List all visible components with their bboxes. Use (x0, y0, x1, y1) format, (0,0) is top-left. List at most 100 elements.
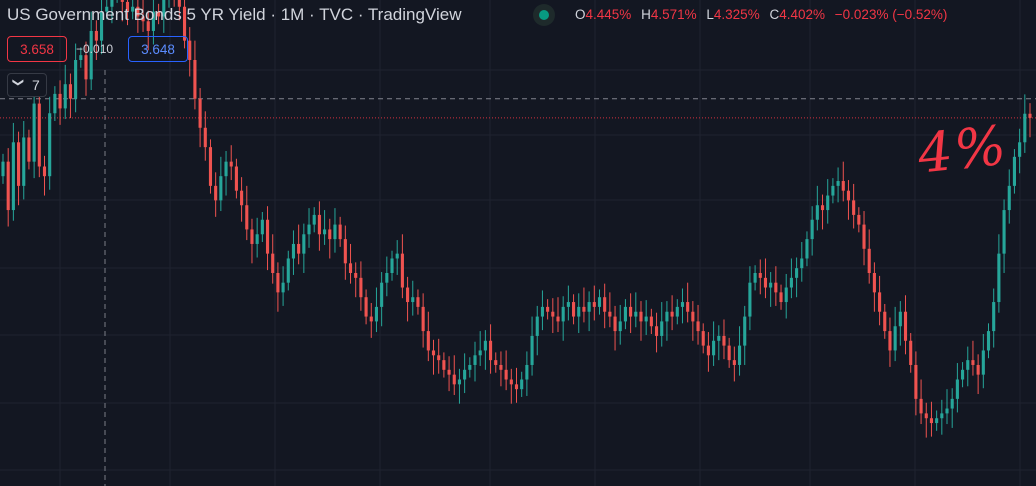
candle[interactable] (929, 401, 934, 437)
candle[interactable] (909, 333, 913, 373)
candle[interactable] (271, 234, 275, 284)
candle[interactable] (136, 0, 140, 33)
candle[interactable] (348, 243, 353, 284)
candle[interactable] (442, 352, 446, 378)
candle[interactable] (177, 0, 181, 21)
candle[interactable] (359, 261, 363, 311)
candle[interactable] (162, 0, 166, 33)
candle[interactable] (857, 207, 861, 233)
candle[interactable] (468, 357, 472, 378)
candle[interactable] (333, 208, 337, 253)
candle[interactable] (976, 354, 980, 395)
candle[interactable] (317, 201, 321, 251)
candle[interactable] (629, 293, 633, 334)
candle[interactable] (800, 242, 804, 282)
candle[interactable] (390, 250, 394, 281)
candle[interactable] (105, 0, 109, 20)
candle[interactable] (680, 288, 685, 324)
candle[interactable] (603, 283, 607, 329)
candle[interactable] (182, 0, 187, 49)
candle[interactable] (535, 305, 539, 356)
candle[interactable] (815, 185, 819, 231)
candle[interactable] (94, 20, 98, 60)
candle[interactable] (463, 353, 467, 394)
candle[interactable] (1023, 94, 1027, 153)
candle[interactable] (670, 295, 674, 331)
candle[interactable] (141, 0, 145, 32)
buy-button[interactable]: 3.648 (128, 36, 188, 62)
candle[interactable] (374, 287, 379, 333)
candle[interactable] (291, 230, 296, 275)
candle[interactable] (686, 282, 690, 323)
candle[interactable] (597, 289, 602, 315)
candle[interactable] (27, 129, 31, 170)
candle[interactable] (17, 131, 21, 206)
candle[interactable] (852, 183, 856, 229)
candle[interactable] (940, 399, 944, 435)
candle[interactable] (494, 352, 498, 373)
candle[interactable] (198, 88, 202, 148)
candle[interactable] (307, 208, 311, 248)
candle[interactable] (131, 0, 135, 20)
candle[interactable] (157, 3, 161, 25)
candle[interactable] (1012, 149, 1016, 194)
candle[interactable] (478, 331, 482, 366)
candle[interactable] (758, 259, 762, 295)
candle[interactable] (260, 212, 264, 243)
candle[interactable] (981, 333, 985, 389)
candle[interactable] (343, 225, 347, 280)
candle[interactable] (613, 305, 617, 351)
candle[interactable] (717, 325, 721, 361)
candle[interactable] (712, 321, 716, 366)
candle[interactable] (546, 299, 550, 320)
candle[interactable] (634, 292, 638, 328)
candle[interactable] (525, 351, 529, 396)
candle[interactable] (84, 41, 88, 96)
candle[interactable] (173, 0, 176, 7)
candle[interactable] (240, 177, 244, 222)
candle[interactable] (63, 64, 67, 120)
candle[interactable] (789, 258, 793, 299)
candle[interactable] (219, 156, 223, 212)
candle[interactable] (520, 371, 524, 397)
candle[interactable] (193, 40, 197, 110)
candle[interactable] (727, 337, 731, 368)
candle[interactable] (457, 368, 462, 404)
candle[interactable] (400, 234, 404, 299)
candle[interactable] (997, 234, 1001, 313)
candle[interactable] (504, 350, 508, 391)
candle[interactable] (810, 206, 814, 256)
candle[interactable] (722, 319, 726, 360)
market-status-icon[interactable] (533, 4, 555, 26)
candle[interactable] (582, 287, 586, 323)
candle[interactable] (452, 355, 456, 395)
candle[interactable] (120, 0, 124, 22)
candle[interactable] (1028, 103, 1032, 138)
candle[interactable] (22, 120, 26, 200)
candle[interactable] (841, 161, 845, 202)
candle[interactable] (32, 90, 36, 179)
candle[interactable] (110, 0, 114, 24)
candle[interactable] (748, 266, 752, 331)
candle[interactable] (753, 265, 757, 291)
candle[interactable] (411, 280, 415, 316)
candle[interactable] (592, 285, 596, 321)
candle[interactable] (146, 10, 150, 51)
candle[interactable] (691, 301, 695, 341)
candle[interactable] (312, 207, 316, 233)
candle[interactable] (971, 340, 975, 376)
candle[interactable] (883, 303, 887, 339)
candle[interactable] (483, 330, 487, 370)
candle[interactable] (74, 43, 78, 113)
candle[interactable] (774, 266, 778, 306)
candle[interactable] (898, 301, 902, 346)
candle[interactable] (125, 0, 130, 26)
candle[interactable] (618, 304, 622, 345)
candle[interactable] (826, 179, 830, 224)
candle[interactable] (297, 224, 301, 265)
candle[interactable] (831, 178, 835, 204)
candle[interactable] (914, 351, 918, 416)
candle[interactable] (354, 262, 358, 298)
candle[interactable] (561, 296, 565, 341)
